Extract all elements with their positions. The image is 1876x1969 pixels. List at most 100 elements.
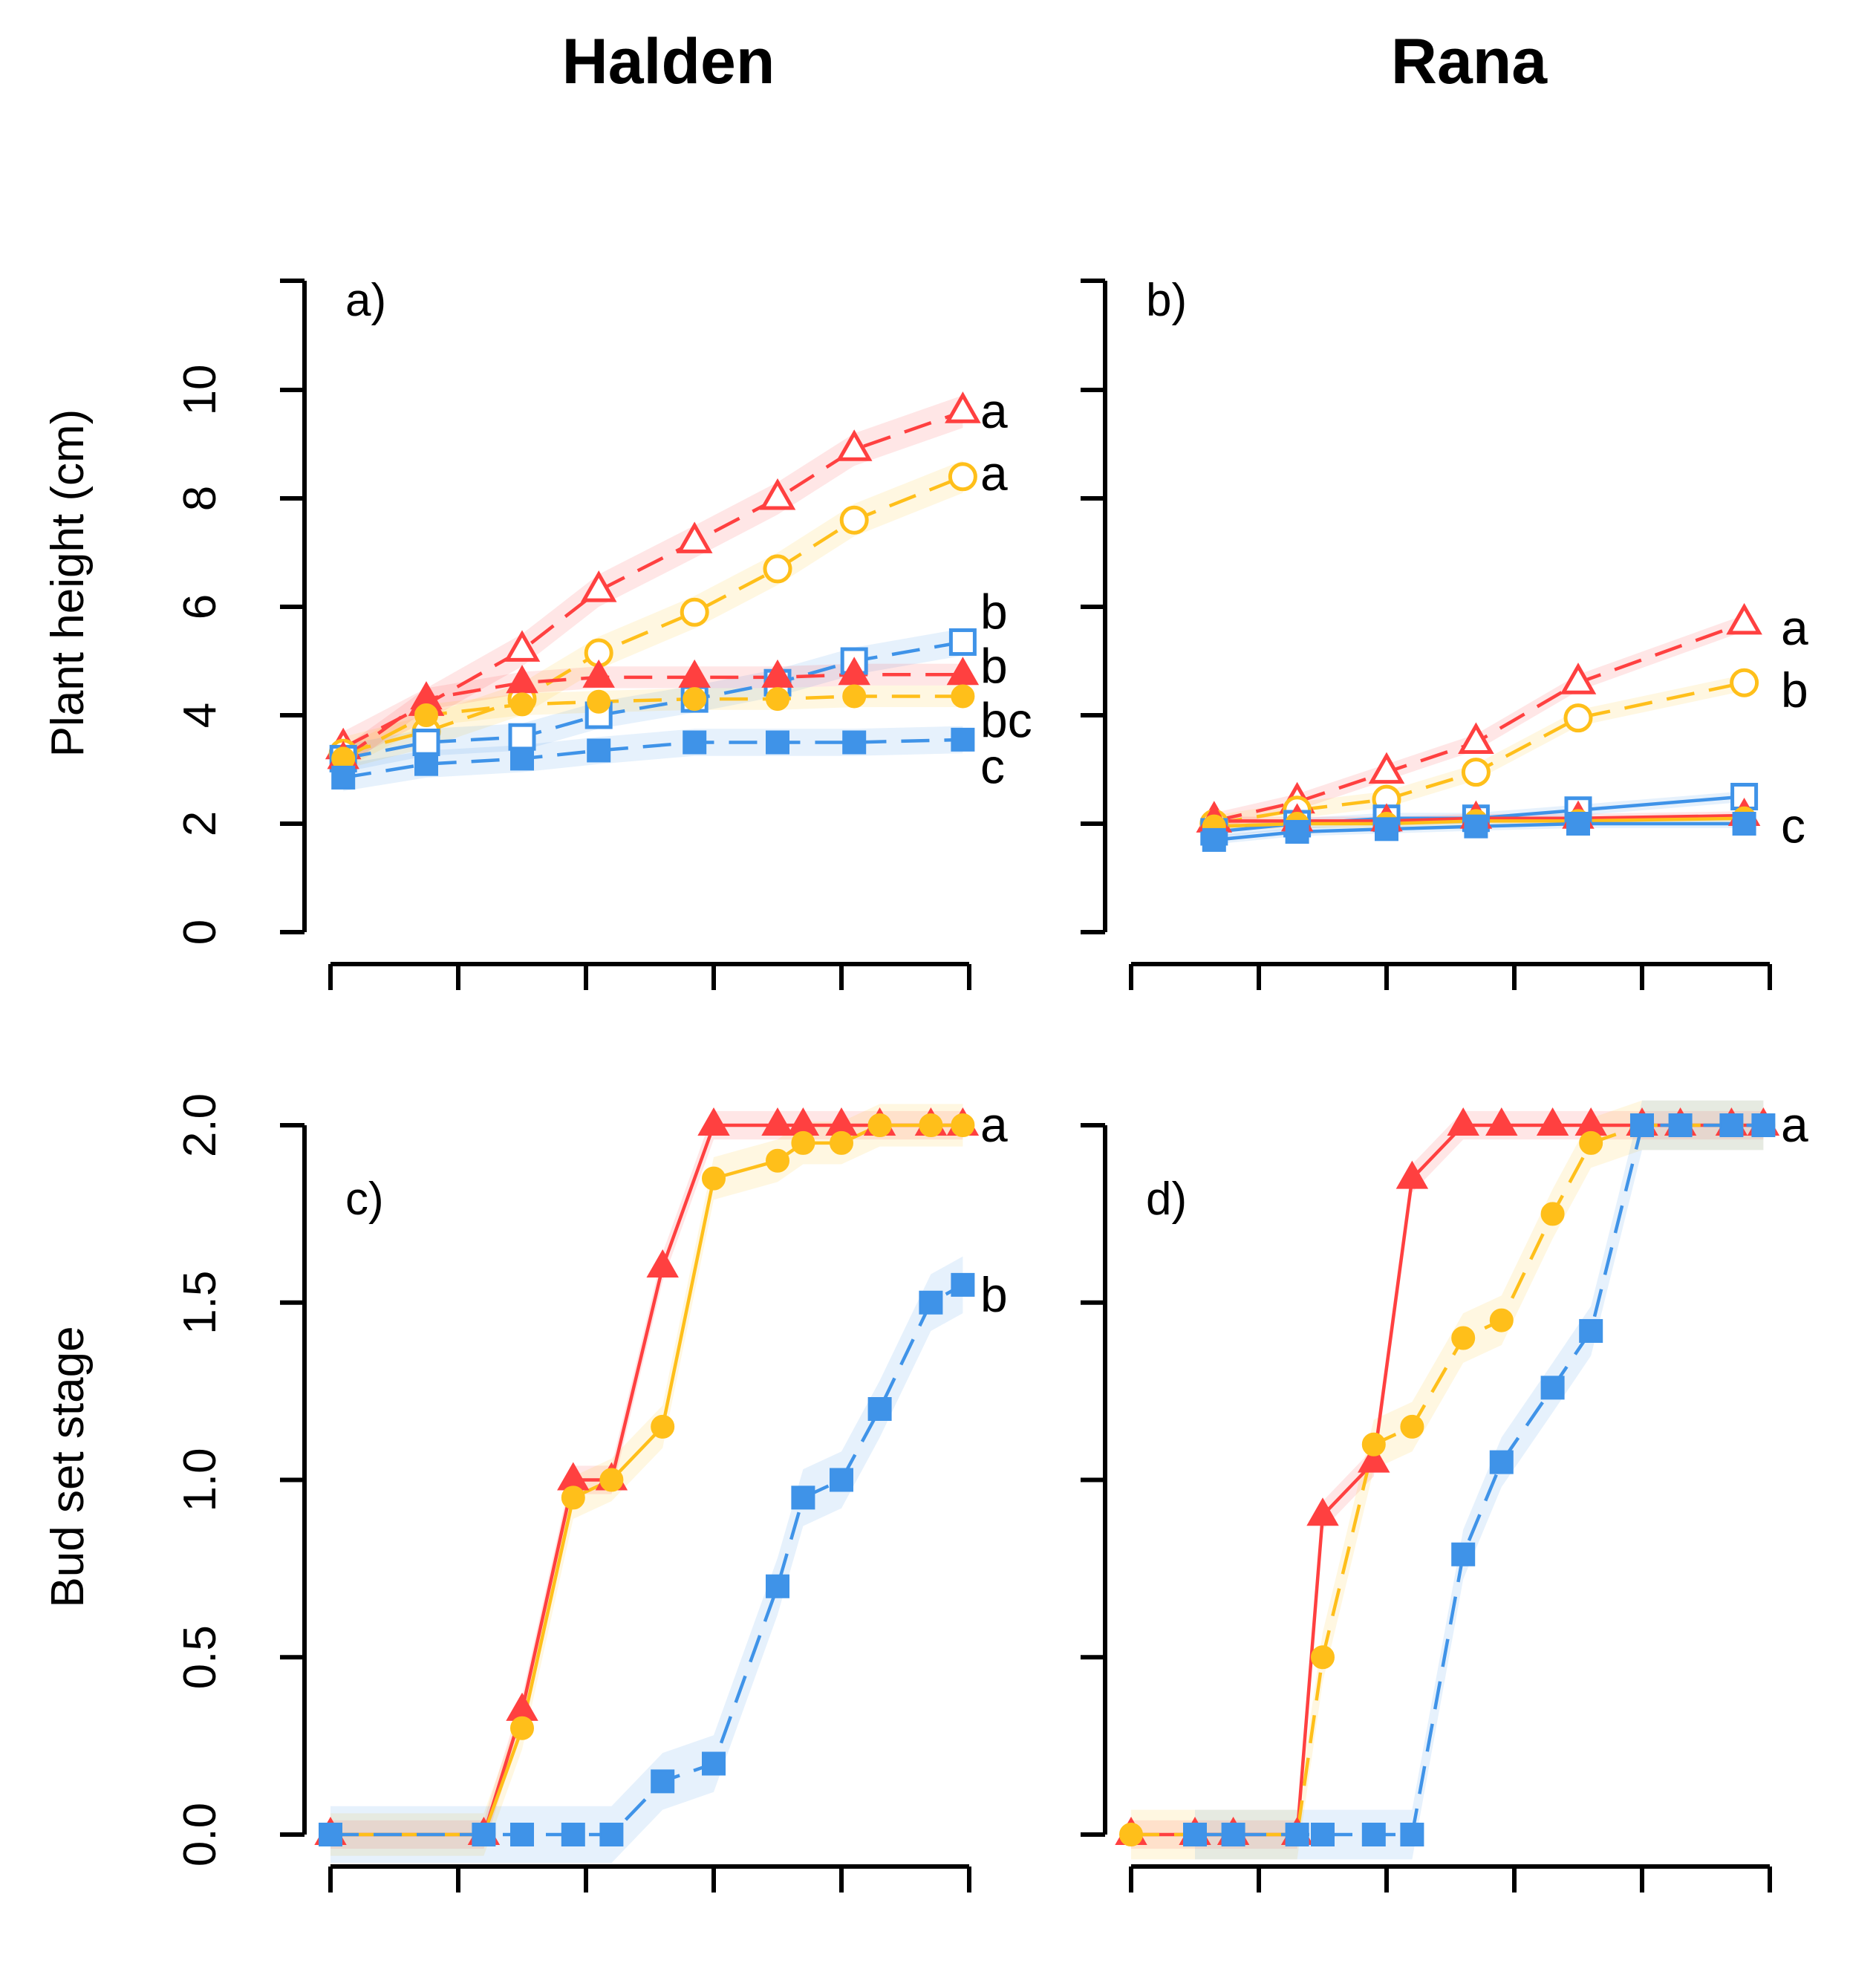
marker-orange-filled — [1361, 1432, 1386, 1457]
line-blue-filled — [1214, 821, 1745, 842]
significance-letter: a — [980, 446, 1008, 501]
series-markers — [325, 391, 981, 790]
line-red-filled — [1131, 1123, 1764, 1837]
marker-blue-filled — [1668, 1113, 1693, 1137]
marker-red-filled — [1485, 1107, 1518, 1136]
marker-blue-filled — [1464, 814, 1488, 839]
band-orange-filled — [343, 685, 963, 769]
marker-orange-open — [680, 597, 709, 627]
marker-blue-filled — [1400, 1823, 1424, 1846]
marker-red-filled — [506, 665, 538, 694]
line-orange-open — [342, 475, 964, 755]
y-tick-label: 10 — [175, 365, 226, 416]
marker-blue-filled — [1361, 1823, 1386, 1846]
marker-blue-filled — [1566, 812, 1590, 836]
marker-blue-filled — [1221, 1823, 1245, 1846]
marker-orange-filled — [510, 1716, 534, 1740]
band-red-open — [1214, 614, 1745, 830]
marker-orange-filled — [683, 687, 707, 712]
line-red-filled — [1214, 813, 1745, 823]
line-blue-filled — [342, 738, 963, 780]
band-orange-filled — [330, 1104, 963, 1856]
significance-letter: c — [980, 738, 1005, 793]
marker-blue-filled — [1311, 1823, 1335, 1846]
marker-orange-filled — [414, 703, 438, 727]
marker-orange-filled — [830, 1130, 853, 1155]
marker-orange-filled — [766, 687, 789, 712]
marker-orange-open — [1730, 668, 1759, 697]
marker-blue-filled — [1375, 817, 1398, 842]
band-red-filled — [1131, 1110, 1764, 1849]
line-orange-filled — [1131, 1123, 1764, 1837]
marker-orange-open — [1563, 703, 1593, 733]
marker-blue-filled — [561, 1823, 585, 1846]
y-tick-label: 0.5 — [175, 1625, 226, 1689]
line-blue-filled — [1195, 1123, 1764, 1837]
band-red-open — [343, 395, 963, 764]
marker-blue-filled — [1579, 1318, 1603, 1343]
marker-red-open — [759, 478, 796, 510]
marker-red-filled — [1447, 1107, 1479, 1136]
marker-blue-filled — [1451, 1542, 1476, 1566]
marker-orange-filled — [1579, 1130, 1603, 1155]
marker-blue-filled — [951, 727, 975, 752]
marker-blue-open — [412, 729, 440, 756]
marker-blue-filled — [702, 1751, 726, 1776]
marker-orange-filled — [510, 692, 534, 717]
marker-blue-filled — [766, 1574, 789, 1598]
panel-c: 0.0 0.5 1.0 1.5 2.0 c) a b — [175, 1093, 1008, 1892]
line-orange-filled — [330, 1123, 963, 1837]
significance-letter: b — [980, 584, 1008, 639]
marker-red-filled — [582, 659, 615, 688]
marker-blue-filled — [766, 730, 789, 755]
marker-orange-filled — [951, 684, 975, 709]
marker-blue-filled — [510, 1823, 534, 1846]
marker-orange-filled — [1119, 1823, 1143, 1846]
series-markers — [1196, 602, 1762, 852]
panel-label: d) — [1146, 1174, 1187, 1225]
marker-red-filled — [1306, 1497, 1339, 1526]
marker-orange-filled — [651, 1414, 675, 1439]
marker-blue-filled — [1540, 1376, 1565, 1400]
marker-red-filled — [678, 659, 711, 688]
marker-orange-open — [948, 462, 977, 492]
marker-red-filled — [838, 657, 870, 686]
marker-orange-filled — [702, 1166, 726, 1191]
band-orange-open — [343, 460, 963, 769]
marker-blue-filled — [1183, 1823, 1207, 1846]
marker-blue-filled — [867, 1397, 892, 1421]
marker-blue-filled — [791, 1485, 815, 1510]
marker-blue-filled — [510, 746, 534, 771]
series-lines — [330, 1123, 964, 1837]
y-tick-label: 1.0 — [175, 1448, 226, 1511]
significance-letter: b — [980, 1267, 1008, 1322]
series-markers — [314, 1107, 980, 1846]
significance-letter: a — [1781, 600, 1808, 655]
marker-red-filled — [697, 1107, 730, 1136]
series-markers — [1115, 1107, 1780, 1846]
marker-red-filled — [1536, 1107, 1569, 1136]
marker-orange-filled — [561, 1485, 585, 1510]
marker-blue-filled — [331, 765, 356, 790]
panel-label: c) — [345, 1174, 384, 1225]
marker-blue-filled — [1751, 1113, 1776, 1137]
line-red-filled — [342, 673, 963, 761]
marker-blue-filled — [830, 1468, 853, 1492]
marker-blue-filled — [1285, 819, 1309, 844]
marker-orange-open — [763, 554, 792, 584]
marker-red-filled — [1395, 1160, 1429, 1189]
marker-blue-filled — [842, 730, 867, 755]
column-title-halden: Halden — [562, 26, 775, 97]
marker-blue-filled — [1630, 1113, 1654, 1137]
marker-orange-filled — [1489, 1308, 1514, 1332]
significance-letter: bc — [980, 692, 1032, 747]
marker-blue-open — [508, 723, 536, 751]
marker-red-filled — [646, 1249, 679, 1278]
y-tick-label: 0.0 — [175, 1803, 226, 1867]
band-blue-filled — [343, 726, 963, 792]
marker-red-open — [1368, 752, 1405, 784]
marker-red-open — [504, 630, 541, 662]
marker-blue-filled — [587, 738, 611, 763]
